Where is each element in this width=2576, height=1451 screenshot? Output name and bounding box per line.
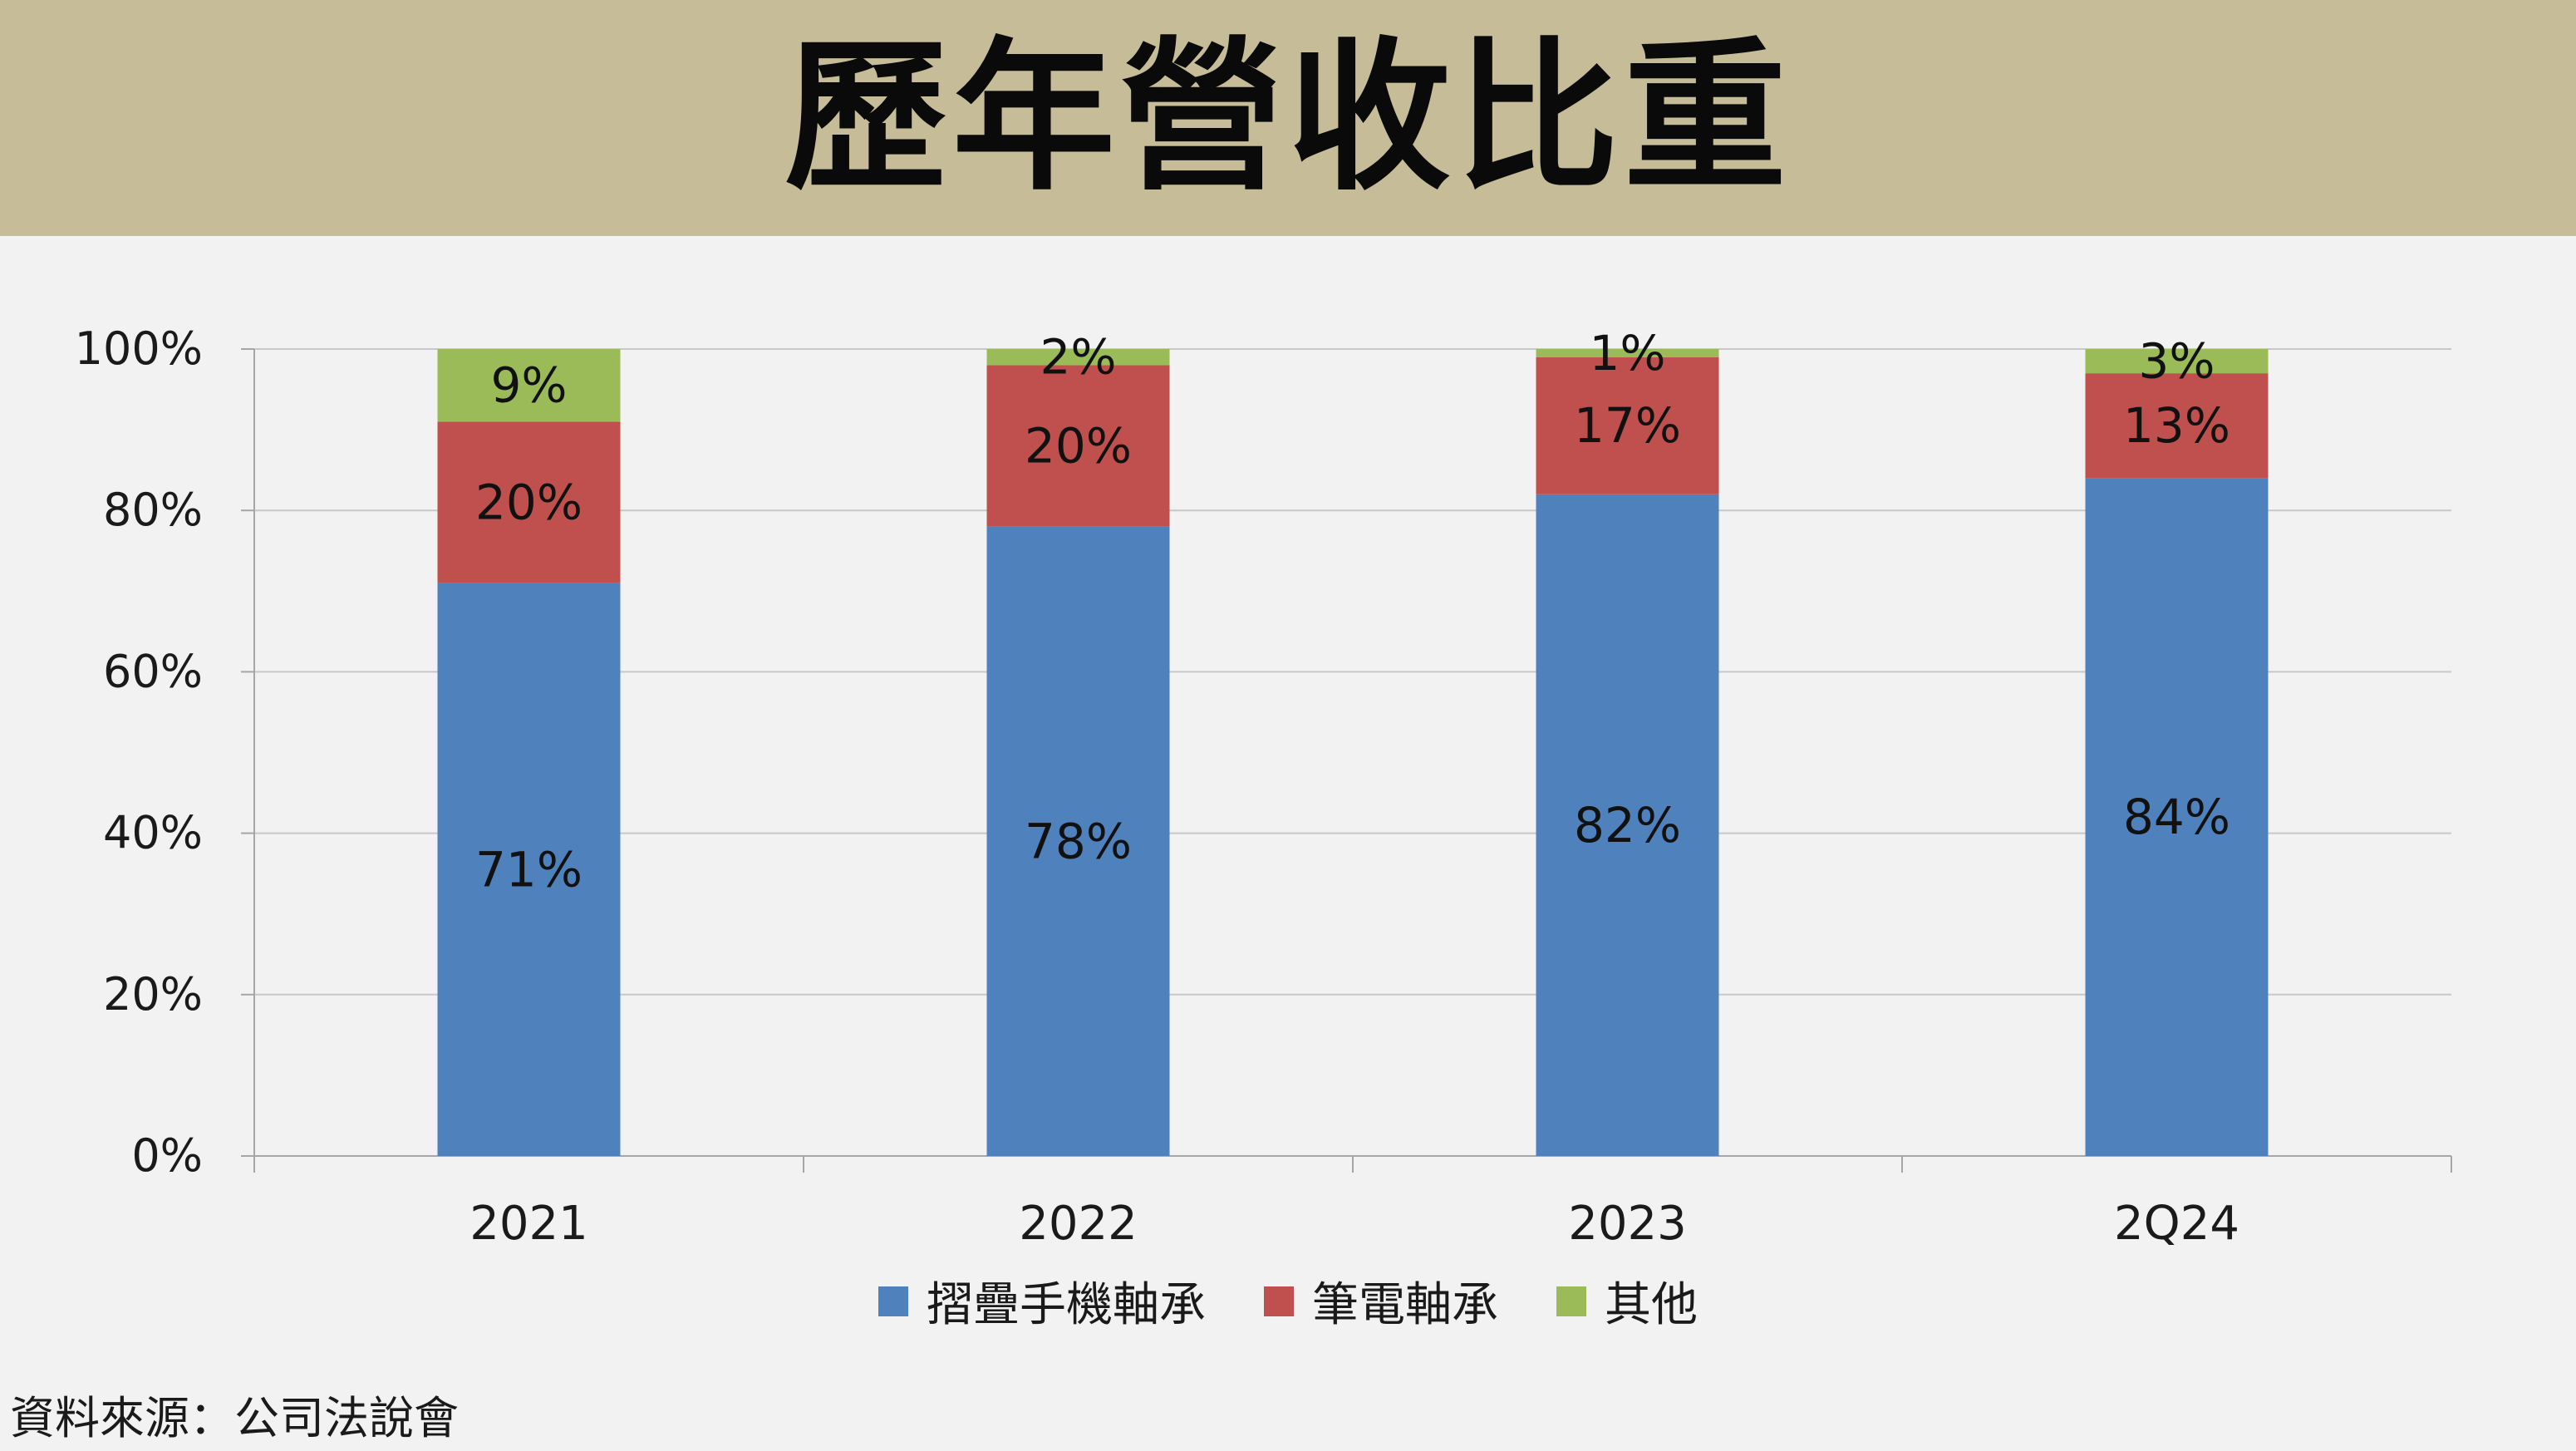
data-label: 13% (2123, 397, 2230, 454)
bar-segment (437, 421, 621, 583)
data-label: 71% (475, 841, 583, 898)
data-label: 9% (490, 357, 567, 414)
legend-label: 筆電軸承 (1312, 1278, 1498, 1332)
data-label: 3% (2138, 333, 2215, 390)
legend-label: 其他 (1605, 1278, 1698, 1332)
data-label: 17% (1574, 397, 1681, 454)
y-tick-label: 100% (75, 322, 203, 375)
data-label: 84% (2123, 789, 2230, 845)
bar-segment (2085, 349, 2269, 374)
y-tick-label: 60% (103, 645, 203, 697)
bar-segment (437, 583, 621, 1156)
bar-segment (986, 365, 1170, 527)
legend-swatch (1556, 1286, 1586, 1316)
stacked-bar-chart: 0% 20% 40% 60% 80% 100% 2021 2022 2023 2Q24 71% 20… (75, 322, 2452, 1251)
data-label: 78% (1025, 813, 1132, 869)
source-note: 資料來源：公司法說會 (10, 1392, 459, 1444)
data-label: 2% (1040, 329, 1116, 386)
bar-segment (1536, 494, 1719, 1156)
x-tick-label: 2021 (469, 1197, 588, 1251)
legend-label: 摺疊手機軸承 (927, 1278, 1206, 1332)
bar-segment (1536, 349, 1719, 357)
data-label: 1% (1589, 325, 1665, 381)
bar-segment (986, 349, 1170, 366)
data-label: 20% (1025, 418, 1132, 475)
bar-segment (1536, 357, 1719, 494)
axes: 0% 20% 40% 60% 80% 100% 2021 2022 2023 2Q24 (75, 322, 2452, 1251)
x-tick-label: 2023 (1568, 1197, 1687, 1251)
bar-segment (2085, 478, 2269, 1156)
chart-title: 歷年營收比重 (784, 23, 1792, 213)
data-labels: 71% 20% 9% 78% 20% 2% 82% 17% 1% 84% 13% 3% (475, 325, 2230, 898)
title-banner: 歷年營收比重 (0, 0, 2576, 236)
legend-swatch (1264, 1286, 1294, 1316)
data-label: 20% (475, 474, 583, 530)
bar-segment (2085, 373, 2269, 479)
data-label: 82% (1574, 797, 1681, 853)
x-tick-label: 2022 (1019, 1197, 1138, 1251)
bars (437, 349, 2269, 1156)
legend-swatch (878, 1286, 908, 1316)
y-tick-label: 0% (131, 1129, 203, 1182)
legend-item-notebook-hinge: 筆電軸承 (1264, 1267, 1498, 1335)
bar-segment (437, 349, 621, 422)
legend: 摺疊手機軸承 筆電軸承 其他 (0, 1267, 2576, 1335)
gridlines (254, 348, 2451, 996)
y-tick-label: 20% (103, 968, 203, 1021)
legend-item-foldable-hinge: 摺疊手機軸承 (878, 1267, 1206, 1335)
y-tick-label: 80% (103, 484, 203, 536)
bar-segment (986, 526, 1170, 1156)
y-tick-label: 40% (103, 807, 203, 859)
x-tick-label: 2Q24 (2114, 1197, 2239, 1251)
legend-item-other: 其他 (1556, 1267, 1698, 1335)
